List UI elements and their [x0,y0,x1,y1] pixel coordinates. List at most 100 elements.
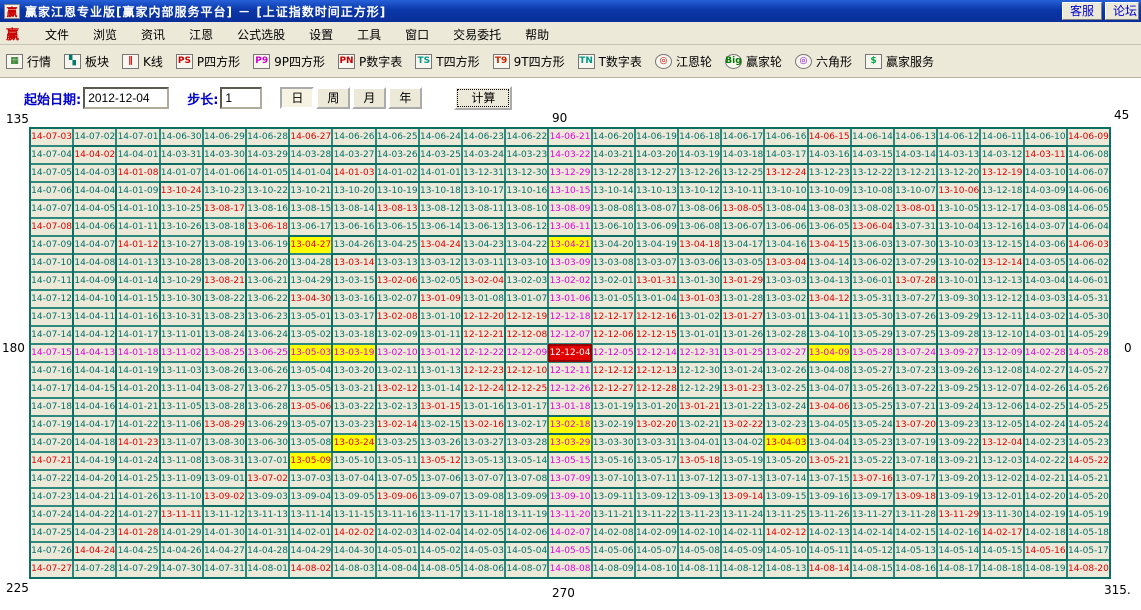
grid-cell: 14-01-17 [116,326,160,344]
grid-cell: 13-02-07 [375,290,419,308]
toolbar-button-板块[interactable]: ▚ 板块 [64,53,109,70]
grid-cell: 13-02-01 [591,272,635,290]
grid-cell: 12-12-07 [548,326,592,344]
toolbar-button-P数字表[interactable]: PN P数字表 [338,53,402,70]
grid-cell: 14-05-20 [1066,488,1110,506]
step-input[interactable] [220,87,263,109]
grid-cell: 13-06-17 [289,218,333,236]
menu-item-6[interactable]: 工具 [357,27,382,42]
grid-cell: 13-12-21 [894,164,938,182]
period-button-年[interactable]: 年 [388,87,423,109]
period-button-月[interactable]: 月 [352,87,387,109]
grid-cell: 13-05-31 [850,290,894,308]
forum-button[interactable]: 论坛 [1105,2,1139,20]
grid-cell: 13-10-31 [159,308,203,326]
grid-cell: 12-12-05 [591,344,635,362]
grid-cell: 14-05-31 [1066,290,1110,308]
grid-cell: 14-02-17 [980,524,1024,542]
grid-cell: 13-11-30 [980,506,1024,524]
grid-cell: 13-03-25 [375,434,419,452]
menu-item-8[interactable]: 交易委托 [453,27,502,42]
menu-item-4[interactable]: 公式选股 [237,27,286,42]
grid-cell: 14-08-16 [894,560,938,578]
menu-item-3[interactable]: 江恩 [189,27,214,42]
toolbar-button-六角形[interactable]: ◎ 六角形 [794,53,852,70]
grid-cell: 14-05-06 [591,542,635,560]
toolbar-button-赢家服务[interactable]: $ 赢家服务 [864,53,934,70]
grid-cell: 14-06-01 [1066,272,1110,290]
menu-item-9[interactable]: 帮助 [525,27,550,42]
gann-time-square: 14-07-03 14-07-02 14-07-01 14-06-30 14-06-29… [29,127,1111,579]
toolbar-button-9T四方形[interactable]: T9 9T四方形 [492,53,565,70]
grid-cell: 13-06-08 [678,218,722,236]
grid-cell: 13-10-10 [764,182,808,200]
start-date-label: 起始日期: [24,92,82,108]
grid-cell: 14-01-09 [116,182,160,200]
menu-item-1[interactable]: 浏览 [93,27,118,42]
grid-cell: 14-04-07 [73,236,117,254]
grid-cell: 14-01-21 [116,398,160,416]
grid-cell: 13-11-12 [202,506,246,524]
grid-cell: 13-08-05 [721,200,765,218]
toolbar-button-T四方形[interactable]: TS T四方形 [415,53,480,70]
grid-cell: 14-04-03 [73,164,117,182]
period-button-周[interactable]: 周 [316,87,351,109]
start-date-input[interactable] [83,87,170,109]
grid-cell: 14-02-16 [937,524,981,542]
grid-cell: 13-07-20 [894,416,938,434]
grid-cell: 14-07-24 [30,506,74,524]
toolbar-button-P四方形[interactable]: PS P四方形 [175,53,240,70]
grid-cell: 13-07-30 [894,236,938,254]
toolbar-button-赢家轮[interactable]: Big 赢家轮 [724,53,782,70]
grid-cell: 13-03-21 [332,380,376,398]
grid-cell: 13-09-04 [289,488,333,506]
menu-item-5[interactable]: 设置 [309,27,334,42]
grid-cell: 13-08-06 [678,200,722,218]
grid-cell: 13-03-19 [332,344,376,362]
grid-cell: 13-06-19 [246,236,290,254]
grid-cell: 13-05-26 [850,380,894,398]
grid-cell: 14-01-01 [418,164,462,182]
grid-cell: 13-07-11 [634,470,678,488]
grid-cell: 13-01-09 [418,290,462,308]
menu-item-7[interactable]: 窗口 [405,27,430,42]
toolbar-button-江恩轮[interactable]: ◎ 江恩轮 [654,53,712,70]
grid-cell: 13-01-02 [678,308,722,326]
grid-cell: 12-12-19 [505,308,549,326]
grid-cell: 14-04-21 [73,488,117,506]
grid-cell: 12-12-10 [505,362,549,380]
grid-cell: 13-03-26 [418,434,462,452]
grid-cell: 13-09-27 [937,344,981,362]
grid-cell: 13-08-04 [764,200,808,218]
grid-cell: 13-06-30 [246,434,290,452]
grid-cell: 14-03-02 [1023,308,1067,326]
grid-cell: 13-02-16 [462,416,506,434]
grid-cell: 14-05-21 [1066,470,1110,488]
calculate-button[interactable]: 计算 [454,86,513,110]
grid-cell: 13-06-04 [850,218,894,236]
grid-cell: 12-12-29 [678,380,722,398]
grid-cell: 13-04-21 [548,236,592,254]
grid-cell: 13-10-16 [505,182,549,200]
grid-cell: 14-04-15 [73,380,117,398]
toolbar-button-9P四方形[interactable]: P9 9P四方形 [253,53,325,70]
angle-label-180: 180 [2,341,25,355]
grid-cell: 13-02-14 [375,416,419,434]
menu-item-2[interactable]: 资讯 [141,27,166,42]
grid-cell: 14-01-03 [332,164,376,182]
grid-cell: 13-02-04 [462,272,506,290]
period-button-日[interactable]: 日 [280,87,315,109]
support-button[interactable]: 客服 [1061,2,1102,20]
grid-cell: 14-02-09 [634,524,678,542]
grid-cell: 14-03-08 [1023,200,1067,218]
grid-cell: 14-06-06 [1066,182,1110,200]
grid-cell: 14-05-22 [1066,452,1110,470]
toolbar-button-T数字表[interactable]: TN T数字表 [577,53,642,70]
toolbar-button-行情[interactable]: ▦ 行情 [6,53,51,70]
grid-cell: 14-05-14 [937,542,981,560]
toolbar-button-K线[interactable]: ∥ K线 [122,53,163,70]
big-wheel-icon: Big [724,53,742,69]
angle-label-270: 270 [552,586,575,600]
grid-cell: 13-07-15 [807,470,851,488]
menu-item-0[interactable]: 文件 [45,27,70,42]
